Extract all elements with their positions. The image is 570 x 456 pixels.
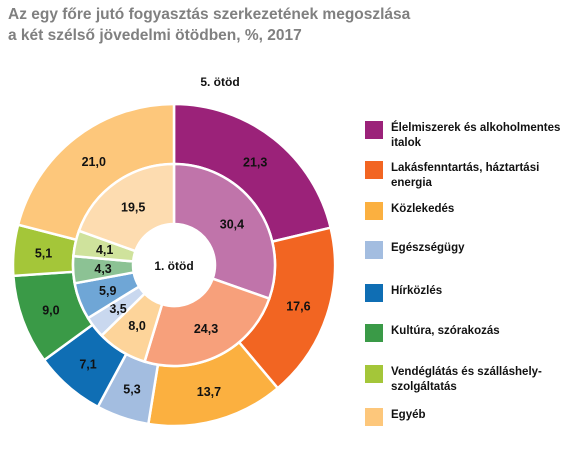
inner-ring-label: 1. ötöd [154, 259, 193, 273]
inner-slice-egyeb [77, 162, 176, 253]
outer-value-label-lakasfenntartas-haztartasi-energia: 17,6 [286, 300, 310, 314]
inner-value-label-hirkozles: 5,9 [99, 284, 116, 298]
outer-value-label-hirkozles: 7,1 [79, 357, 96, 371]
outer-value-label-elelmiszerek-es-alkoholmentes-italok: 21,3 [243, 156, 267, 170]
outer-value-label-kultura-szorakozas: 9,0 [42, 303, 59, 317]
chart-title-line-2: a két szélső jövedelmi ötödben, %, 2017 [8, 27, 302, 44]
inner-value-label-egeszsegugy: 3,5 [109, 302, 126, 316]
outer-value-label-egyeb: 21,0 [82, 155, 106, 169]
inner-value-label-kozlekedes: 8,0 [128, 319, 145, 333]
inner-value-label-egyeb: 19,5 [121, 200, 145, 214]
inner-value-label-vendeglatas-es-szallashely-szolgaltatas: 4,1 [96, 243, 113, 257]
inner-slice-lakasfenntartas-haztartasi-energia [143, 277, 271, 368]
chart-title: Az egy főre jutó fogyasztás szerkezeténe… [8, 4, 478, 46]
outer-value-label-kozlekedes: 13,7 [197, 385, 221, 399]
inner-value-label-kultura-szorakozas: 4,3 [94, 262, 111, 276]
outer-value-label-egeszsegugy: 5,3 [123, 383, 140, 397]
chart-title-line-1: Az egy főre jutó fogyasztás szerkezeténe… [8, 6, 411, 23]
inner-slice-elelmiszerek-es-alkoholmentes-italok [172, 162, 277, 301]
donut-rings: 21,3 17,6 13,7 5,3 7,1 9,0 5,1 21,0 30,4 24,3 8,03… [11, 102, 337, 428]
outer-value-label-vendeglatas-es-szallashely-szolgaltatas: 5,1 [35, 246, 52, 260]
outer-ring-label: 5. ötöd [200, 75, 239, 89]
inner-value-label-lakasfenntartas-haztartasi-energia: 24,3 [194, 322, 218, 336]
inner-value-label-elelmiszerek-es-alkoholmentes-italok: 30,4 [220, 217, 244, 231]
